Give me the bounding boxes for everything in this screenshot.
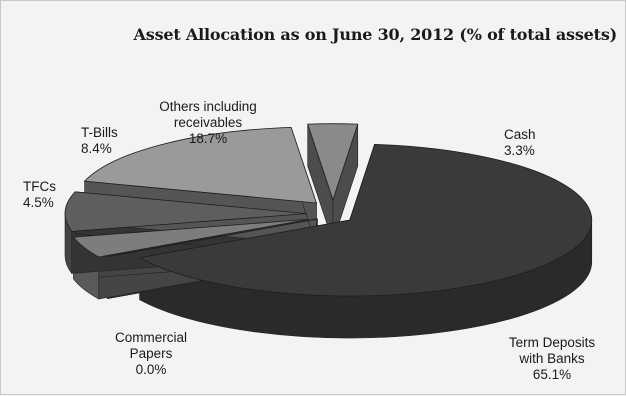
label-tfcs: TFCs 4.5% bbox=[23, 179, 56, 211]
label-others-value: 18.7% bbox=[188, 131, 228, 146]
slice-3-top bbox=[72, 218, 309, 258]
label-commercial-papers-name-1: Commercial bbox=[114, 330, 187, 345]
label-tfcs-value: 4.5% bbox=[23, 195, 54, 210]
label-term-deposits-name-1: Term Deposits bbox=[508, 335, 596, 350]
slice-0-top bbox=[307, 123, 359, 201]
slice-2-top bbox=[107, 218, 318, 258]
label-tfcs-name: TFCs bbox=[23, 179, 56, 194]
label-cash-name: Cash bbox=[504, 127, 536, 142]
label-commercial-papers-value: 0.0% bbox=[135, 362, 167, 377]
label-term-deposits: Term Deposits with Banks 65.1% bbox=[497, 335, 607, 383]
label-term-deposits-name-2: with Banks bbox=[519, 351, 585, 366]
slice-5-top bbox=[83, 126, 317, 204]
slice-1-top bbox=[138, 143, 593, 297]
label-t-bills-value: 8.4% bbox=[81, 141, 112, 156]
slice-4-top bbox=[64, 191, 308, 232]
chart-title: Asset Allocation as on June 30, 2012 (% … bbox=[133, 25, 618, 44]
label-cash: Cash 3.3% bbox=[504, 127, 536, 159]
label-others-name-2: receivables bbox=[173, 115, 243, 130]
label-commercial-papers-name-2: Papers bbox=[129, 346, 173, 361]
label-t-bills: T-Bills 8.4% bbox=[81, 125, 118, 157]
label-others: Others including receivables 18.7% bbox=[148, 99, 268, 147]
label-others-name-1: Others including bbox=[159, 99, 257, 114]
label-t-bills-name: T-Bills bbox=[81, 125, 118, 140]
label-cash-value: 3.3% bbox=[504, 143, 535, 158]
label-term-deposits-value: 65.1% bbox=[532, 367, 572, 382]
label-commercial-papers: Commercial Papers 0.0% bbox=[101, 330, 201, 378]
